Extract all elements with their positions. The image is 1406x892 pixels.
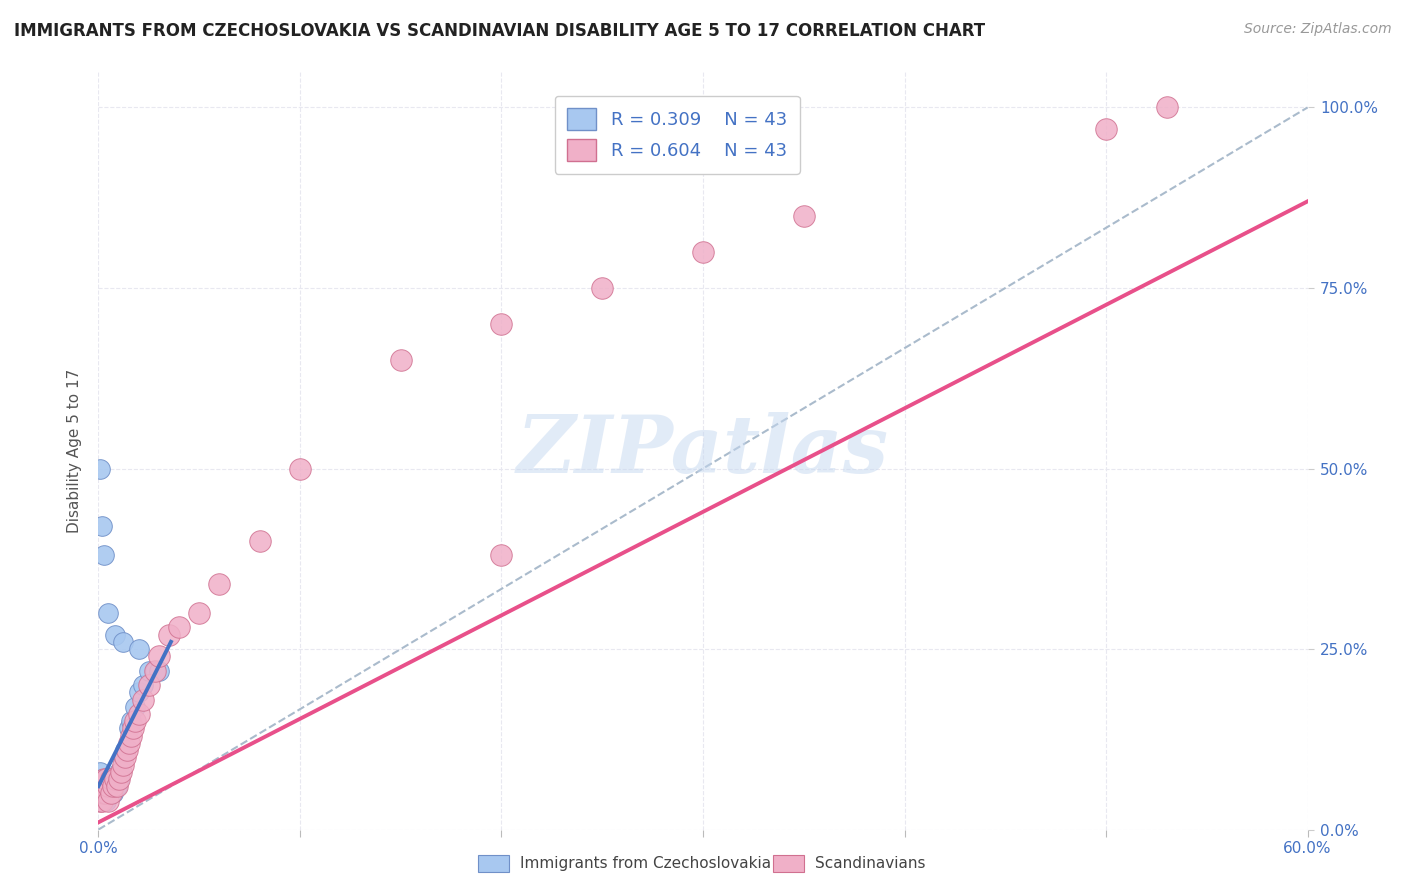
Point	[491, 548, 513, 562]
Point	[389, 353, 412, 368]
Point	[132, 692, 155, 706]
Point	[96, 772, 118, 786]
Point	[1156, 100, 1178, 114]
Point	[188, 606, 211, 620]
Point	[128, 706, 150, 721]
Point	[208, 577, 231, 591]
Point	[101, 787, 124, 801]
Point	[138, 678, 160, 692]
Point	[96, 787, 118, 801]
Point	[89, 779, 111, 793]
Point	[793, 209, 815, 223]
Point	[105, 779, 128, 793]
Point	[128, 685, 150, 699]
Point	[124, 699, 146, 714]
Point	[96, 787, 118, 801]
Text: Source: ZipAtlas.com: Source: ZipAtlas.com	[1244, 22, 1392, 37]
Point	[107, 772, 129, 786]
Point	[97, 606, 120, 620]
Point	[105, 779, 128, 793]
Point	[138, 664, 160, 678]
Text: ZIPatlas: ZIPatlas	[517, 412, 889, 489]
Point	[89, 764, 111, 779]
Point	[100, 787, 122, 801]
Point	[103, 779, 125, 793]
Point	[114, 743, 136, 757]
Point	[103, 627, 125, 641]
Point	[167, 620, 190, 634]
Point	[111, 757, 134, 772]
Point	[249, 533, 271, 548]
Point	[89, 461, 111, 475]
Point	[89, 794, 111, 808]
Point	[143, 664, 166, 678]
Point	[91, 779, 114, 793]
Point	[103, 772, 125, 786]
Point	[101, 772, 124, 786]
Point	[96, 772, 118, 786]
Point	[93, 787, 115, 801]
Point	[97, 779, 120, 793]
Point	[97, 779, 120, 793]
Point	[491, 317, 513, 331]
Point	[121, 722, 143, 736]
Point	[111, 635, 134, 649]
Point	[93, 772, 115, 786]
Legend: R = 0.309    N = 43, R = 0.604    N = 43: R = 0.309 N = 43, R = 0.604 N = 43	[555, 95, 800, 174]
Point	[132, 678, 155, 692]
Point	[120, 729, 142, 743]
Point	[148, 664, 170, 678]
Point	[91, 794, 114, 808]
Point	[157, 627, 180, 641]
Point	[93, 787, 115, 801]
Point	[128, 642, 150, 657]
Point	[93, 772, 115, 786]
Point	[91, 519, 114, 533]
Point	[89, 794, 111, 808]
Point	[91, 779, 114, 793]
Point	[91, 787, 114, 801]
Point	[692, 244, 714, 259]
Point	[288, 461, 311, 475]
Point	[107, 772, 129, 786]
Point	[111, 750, 134, 764]
Point	[100, 772, 122, 786]
Point	[115, 743, 138, 757]
Point	[93, 548, 115, 562]
Text: IMMIGRANTS FROM CZECHOSLOVAKIA VS SCANDINAVIAN DISABILITY AGE 5 TO 17 CORRELATIO: IMMIGRANTS FROM CZECHOSLOVAKIA VS SCANDI…	[14, 22, 986, 40]
Point	[114, 750, 136, 764]
Point	[101, 779, 124, 793]
Point	[97, 794, 120, 808]
Point	[120, 714, 142, 729]
Point	[118, 736, 141, 750]
Point	[110, 764, 132, 779]
Point	[148, 649, 170, 664]
Point	[118, 722, 141, 736]
Point	[96, 794, 118, 808]
Point	[143, 664, 166, 678]
Y-axis label: Disability Age 5 to 17: Disability Age 5 to 17	[67, 368, 83, 533]
Point	[93, 779, 115, 793]
Point	[89, 772, 111, 786]
Point	[93, 794, 115, 808]
Point	[591, 281, 613, 295]
Point	[1095, 122, 1118, 136]
Point	[107, 764, 129, 779]
Point	[89, 787, 111, 801]
Point	[100, 772, 122, 786]
Point	[97, 787, 120, 801]
Point	[91, 772, 114, 786]
Text: Immigrants from Czechoslovakia: Immigrants from Czechoslovakia	[520, 856, 772, 871]
Point	[100, 787, 122, 801]
Point	[91, 794, 114, 808]
Point	[124, 714, 146, 729]
Point	[89, 779, 111, 793]
Text: Scandinavians: Scandinavians	[815, 856, 927, 871]
